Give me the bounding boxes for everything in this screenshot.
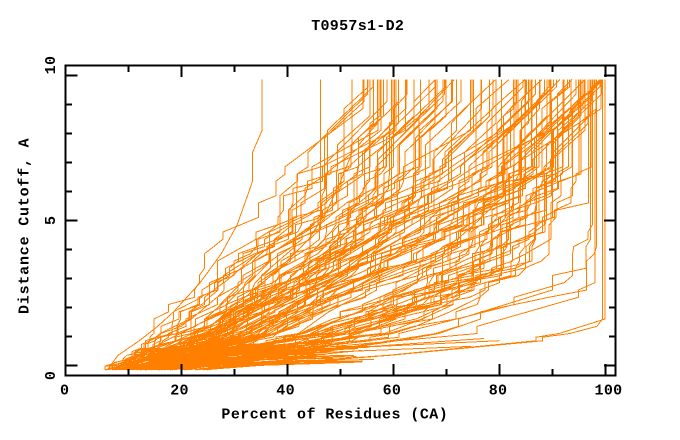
svg-text:20: 20 — [170, 383, 189, 400]
svg-text:0: 0 — [43, 371, 60, 380]
svg-text:80: 80 — [489, 383, 508, 400]
svg-text:10: 10 — [43, 56, 60, 75]
svg-text:40: 40 — [276, 383, 295, 400]
svg-text:100: 100 — [595, 383, 623, 400]
svg-text:Percent of Residues (CA): Percent of Residues (CA) — [221, 407, 448, 424]
svg-text:Distance Cutoff, A: Distance Cutoff, A — [17, 138, 34, 314]
svg-text:60: 60 — [383, 383, 402, 400]
svg-text:0: 0 — [60, 383, 69, 400]
svg-text:T0957s1-D2: T0957s1-D2 — [311, 18, 404, 35]
svg-text:5: 5 — [43, 216, 60, 225]
